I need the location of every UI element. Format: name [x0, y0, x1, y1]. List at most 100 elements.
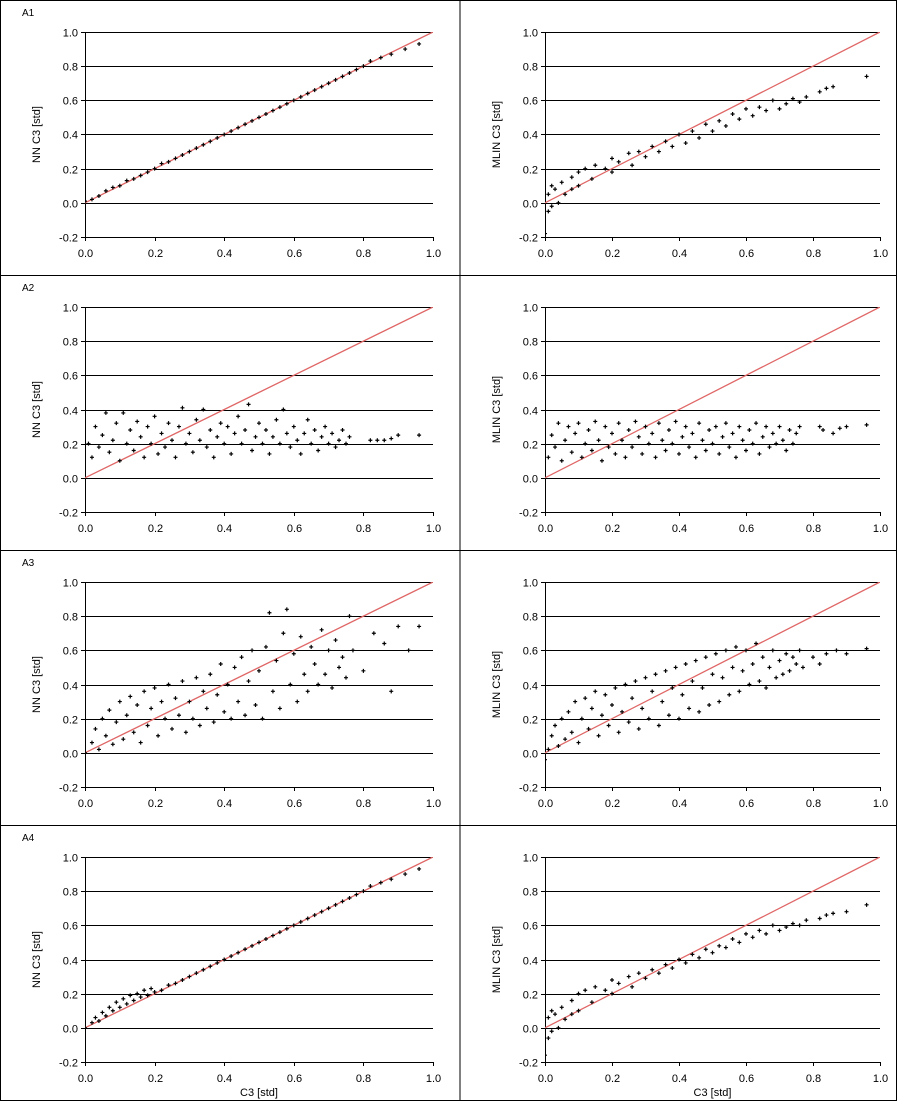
- y-tick-label: 0.2: [523, 165, 538, 177]
- data-point: [142, 988, 147, 993]
- data-point: [690, 952, 695, 957]
- data-point: [569, 175, 574, 180]
- data-point: [305, 916, 310, 921]
- data-point: [236, 125, 241, 130]
- data-point: [135, 991, 140, 996]
- x-tick-label: 0.4: [217, 1073, 232, 1085]
- data-point: [330, 685, 335, 690]
- data-point: [616, 421, 621, 426]
- data-point: [720, 675, 725, 680]
- data-point: [697, 709, 702, 714]
- data-point: [563, 737, 568, 742]
- y-axis-label: NN C3 [std]: [31, 931, 43, 988]
- data-point: [250, 648, 255, 653]
- x-tick-label: 0.6: [287, 248, 302, 260]
- data-point: [610, 170, 614, 175]
- data-point: [312, 428, 317, 432]
- data-point: [250, 448, 255, 453]
- data-point: [636, 726, 641, 731]
- data-point: [295, 699, 300, 704]
- data-point: [236, 950, 241, 955]
- data-point: [646, 716, 651, 721]
- data-point: [653, 672, 658, 677]
- y-tick-label: -0.2: [519, 783, 538, 795]
- data-point: [764, 931, 769, 936]
- y-tick-label: 1.0: [523, 28, 538, 40]
- data-point: [784, 925, 789, 930]
- data-point: [149, 986, 154, 991]
- data-point: [687, 706, 692, 711]
- data-point: [170, 438, 174, 443]
- data-point: [277, 105, 282, 110]
- data-point: [710, 441, 715, 446]
- data-point: [650, 689, 655, 694]
- data-point: [128, 694, 133, 699]
- x-tick-label: 0.2: [148, 1073, 163, 1085]
- data-point: [784, 651, 789, 656]
- data-point: [197, 438, 202, 443]
- data-point: [730, 937, 735, 941]
- data-point: [284, 101, 289, 106]
- panel-3: -0.20.00.20.40.60.81.00.0 0.2 0.4 0.6 0.8 1.0…: [22, 283, 441, 535]
- data-point: [382, 438, 387, 443]
- data-point: [723, 421, 728, 426]
- data-point: [350, 648, 355, 653]
- data-point: [811, 655, 815, 660]
- data-point: [646, 441, 651, 446]
- data-point: [163, 716, 168, 721]
- data-point: [166, 682, 171, 687]
- data-point: [93, 726, 98, 731]
- data-point: [131, 730, 136, 735]
- data-point: [757, 105, 762, 110]
- data-point: [270, 108, 275, 113]
- data-point: [626, 720, 631, 725]
- series-points: [545, 902, 869, 1058]
- y-tick-label: 1.0: [523, 303, 538, 315]
- data-point: [717, 699, 722, 704]
- panel-8: -0.20.00.20.40.60.81.00.0 0.2 0.4 0.6 0.8 1.0…: [491, 853, 888, 1100]
- x-tick-label: 1.0: [873, 1073, 888, 1085]
- data-point: [690, 129, 695, 134]
- data-point: [305, 91, 310, 96]
- data-point: [626, 974, 631, 979]
- data-point: [159, 161, 164, 166]
- data-point: [124, 1001, 129, 1006]
- panel-1: -0.20.00.20.40.60.81.00.0 0.2 0.4 0.6 0.8 1.0…: [22, 8, 441, 260]
- data-point: [599, 713, 604, 718]
- data-point: [100, 433, 105, 438]
- data-point: [603, 166, 608, 171]
- data-point: [633, 419, 638, 424]
- data-point: [229, 716, 234, 721]
- data-point: [777, 658, 782, 663]
- data-point: [103, 410, 108, 415]
- y-tick-label: 0.6: [63, 646, 78, 658]
- data-point: [583, 441, 588, 446]
- plot-area: [545, 307, 880, 512]
- data-point: [613, 685, 618, 690]
- data-point: [804, 94, 809, 99]
- data-point: [138, 995, 143, 1000]
- reference-line: [85, 582, 433, 754]
- y-tick-label: 0.8: [63, 887, 78, 899]
- data-point: [149, 706, 154, 711]
- data-point: [243, 947, 248, 952]
- data-point: [703, 655, 708, 660]
- y-tick-label: 0.8: [63, 62, 78, 74]
- data-point: [361, 889, 366, 894]
- reference-line: [545, 307, 880, 479]
- x-tick-label: 0.4: [217, 523, 232, 535]
- data-point: [284, 431, 289, 436]
- data-point: [298, 94, 303, 99]
- data-point: [750, 441, 755, 446]
- panel-6: -0.20.00.20.40.60.81.00.0 0.2 0.4 0.6 0.8 1.0…: [491, 578, 888, 811]
- panel-label: A2: [22, 283, 35, 294]
- data-point: [737, 689, 742, 694]
- data-point: [656, 149, 661, 154]
- data-point: [103, 1013, 108, 1018]
- data-point: [312, 88, 317, 93]
- data-point: [579, 455, 584, 460]
- data-point: [549, 433, 554, 438]
- data-point: [246, 402, 251, 407]
- data-point: [149, 441, 154, 446]
- y-tick-label: 0.4: [63, 956, 78, 968]
